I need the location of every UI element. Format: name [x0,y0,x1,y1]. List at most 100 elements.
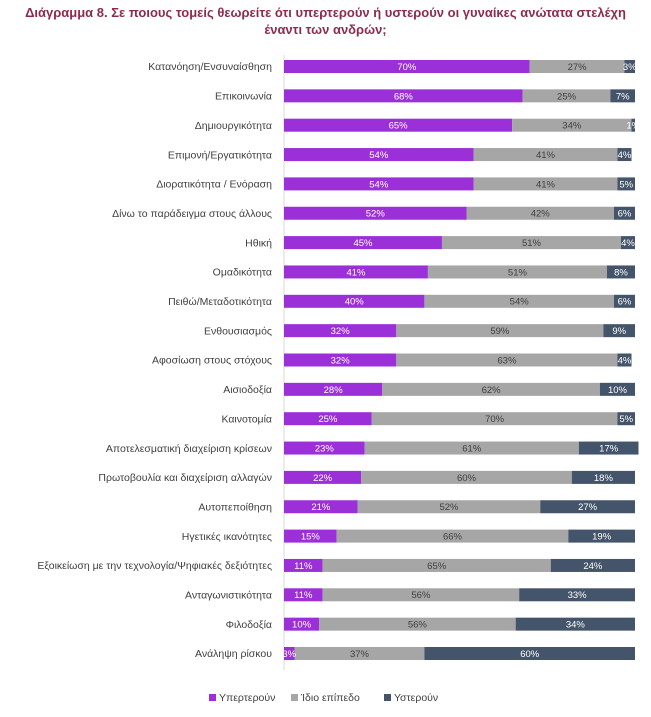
legend-swatch [291,694,298,701]
data-label: 66% [443,532,463,543]
bar-segment [284,529,337,543]
bar-segment [631,118,635,132]
category-label: Ηγετικές ικανότητες [182,531,272,543]
data-label: 22% [313,473,333,484]
data-label: 33% [568,590,588,601]
category-label: Ανάληψη ρίσκου [195,648,272,660]
category-label: Αισιοδοξία [223,384,272,396]
data-label: 5% [619,179,633,190]
bar-segment [284,324,397,338]
data-label: 10% [608,385,628,396]
bar-segment [284,441,365,455]
bar-segment [427,265,607,279]
legend-label: Υπερτερούν [219,692,275,704]
bar-segment [284,588,323,602]
data-label: 61% [462,443,482,454]
bar-segment [284,500,358,514]
category-label: Εξοικείωση με την τεχνολογία/Ψηφιακές δε… [37,560,272,572]
category-label: Διορατικότητα / Ενόραση [156,179,272,191]
category-label: Πρωτοβουλία και διαχείριση αλλαγών [98,472,272,484]
data-label: 63% [497,355,517,366]
bar-segment [284,60,530,73]
data-label: 4% [618,150,632,161]
data-label: 17% [599,443,619,454]
data-label: 60% [520,649,540,660]
data-label: 62% [482,385,502,396]
bar-segment [361,470,572,484]
category-label: Επικοινωνία [215,91,272,103]
data-label: 54% [369,179,389,190]
bar-segment [284,470,362,484]
bar-segment [319,617,516,631]
data-label: 28% [324,385,344,396]
bar-segment [396,324,604,338]
bar-segment [284,412,372,426]
category-label: Επιμονή/Εργατικότητα [168,149,272,161]
bar-segment [603,324,635,338]
bar-segment [529,60,625,73]
data-label: 1% [626,121,640,132]
data-label: 51% [522,238,542,249]
bar-segment [617,148,632,162]
data-label: 3% [623,62,637,73]
data-label: 56% [411,590,431,601]
data-label: 34% [566,620,586,631]
category-label: Καινοτομία [221,413,272,425]
data-label: 41% [346,267,366,278]
bar-segment [284,177,474,191]
data-label: 23% [315,443,335,454]
category-label: Πειθώ/Μεταδοτικότητα [168,296,272,308]
data-label: 10% [292,620,312,631]
data-label: 11% [294,561,313,572]
legend: Υπερτερούν Ίδιο επίπεδο Υστερούν [209,692,438,704]
bar-segment [599,382,635,396]
bar-segment [606,265,635,279]
bar-segment [284,265,428,279]
data-label: 11% [294,590,313,601]
data-label: 21% [311,502,331,513]
data-label: 27% [578,502,598,513]
legend-swatch [384,694,391,701]
bar-segment [620,236,635,250]
bar-segment [617,412,635,426]
value-labels: 70% 27% 3% 68% 25% 7% 65% 34% 1% 54% 41% 4% 54% 41% 5%… [282,62,640,660]
category-label: Αποτελεσματική διαχείριση κρίσεων [106,443,272,455]
bar-segment [322,588,520,602]
bar-segment [578,441,639,455]
data-label: 7% [616,91,630,102]
data-label: 52% [366,209,386,220]
bar-segment [284,206,467,220]
bar-segment [522,89,611,103]
bar-segment [284,236,442,250]
bar-segment [284,148,474,162]
bar-segment [512,118,632,132]
data-label: 8% [614,267,628,278]
data-label: 9% [612,326,626,337]
data-label: 15% [301,532,321,543]
bar-segment [515,617,635,631]
bar-segment [613,294,635,308]
category-label: Ενθουσιασμός [204,325,272,337]
data-label: 65% [389,121,409,132]
bar-segment [571,470,635,484]
category-label: Αφοσίωση στους στόχους [152,355,272,367]
bar-segment [284,647,295,660]
data-label: 70% [485,414,505,425]
data-label: 19% [592,532,612,543]
data-label: 40% [345,297,365,308]
bar-segment [322,558,551,572]
bar-segment [357,500,541,514]
bar-segment [284,89,523,103]
category-label: Ομαδικότητα [213,267,272,279]
data-label: 54% [510,297,530,308]
bar-segment [424,647,635,660]
bar-segment [466,206,614,220]
legend-label: Υστερούν [394,692,438,704]
bar-segment [424,294,614,308]
category-label: Δίνω το παράδειγμα στους άλλους [112,208,272,220]
data-label: 24% [583,561,603,572]
bar-segment [284,382,383,396]
category-label: Κατανόηση/Ενσυναίσθηση [148,61,272,73]
data-label: 34% [562,121,582,132]
